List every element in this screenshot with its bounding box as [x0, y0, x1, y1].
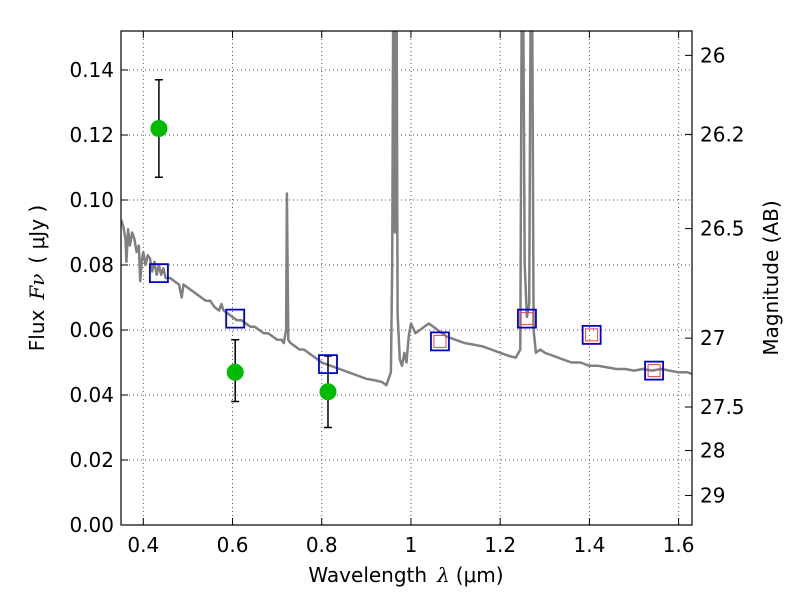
plot-layer	[121, 31, 692, 387]
model-point-inner	[647, 364, 661, 378]
observed-point	[150, 120, 168, 137]
y2-tick-label: 27.5	[700, 395, 745, 419]
x-tick-label: 1.6	[663, 533, 695, 557]
ticks: 0.4 0.6 0.8 1 1.2 1.4 1.6 0.00 0.02 0.04 0.06 0.08 0…	[69, 31, 745, 557]
axes-frame	[120, 30, 693, 526]
spectrum-line	[121, 31, 692, 387]
model-point	[644, 360, 664, 381]
observed-point	[319, 383, 337, 401]
y2-axis-title: Magnitude (AB)	[759, 200, 783, 355]
y-tick-label: 0.04	[69, 383, 114, 407]
y2-tick-label: 26	[700, 43, 725, 67]
y2-tick-label: 28	[700, 439, 725, 463]
y2-tick-label: 26.5	[700, 217, 745, 241]
y2-tick-label: 29	[700, 483, 725, 507]
model-point	[318, 354, 338, 375]
y-tick-label: 0.06	[69, 318, 114, 342]
model-point-inner	[585, 328, 599, 342]
y-tick-label: 0.08	[69, 253, 114, 277]
y-tick-label: 0.00	[69, 513, 114, 537]
y-tick-label: 0.14	[69, 58, 114, 82]
model-point-inner	[433, 334, 447, 348]
y2-tick-label: 27	[700, 326, 725, 350]
model-point	[225, 308, 246, 329]
x-tick-label: 1	[405, 533, 418, 557]
y-tick-label: 0.12	[69, 123, 114, 147]
x-tick-label: 1.2	[484, 533, 516, 557]
x-tick-label: 0.8	[306, 533, 338, 557]
x-tick-label: 0.4	[127, 533, 159, 557]
model-point-inner	[520, 312, 534, 326]
y-tick-label: 0.02	[69, 448, 114, 472]
x-tick-label: 0.6	[217, 533, 249, 557]
x-tick-label: 1.4	[573, 533, 605, 557]
y2-tick-label: 26.2	[700, 122, 745, 146]
observed-point	[226, 363, 244, 381]
model-point	[149, 263, 169, 284]
model-point	[581, 324, 602, 345]
y-tick-label: 0.10	[69, 188, 114, 212]
model-point	[517, 308, 537, 329]
model-point	[430, 331, 450, 352]
plot-area	[121, 31, 692, 525]
y-axis-title: FluxFν( μJy )	[25, 205, 49, 351]
marker-layer	[149, 79, 664, 429]
x-axis-title: Wavelength λ (μm)	[308, 563, 503, 587]
